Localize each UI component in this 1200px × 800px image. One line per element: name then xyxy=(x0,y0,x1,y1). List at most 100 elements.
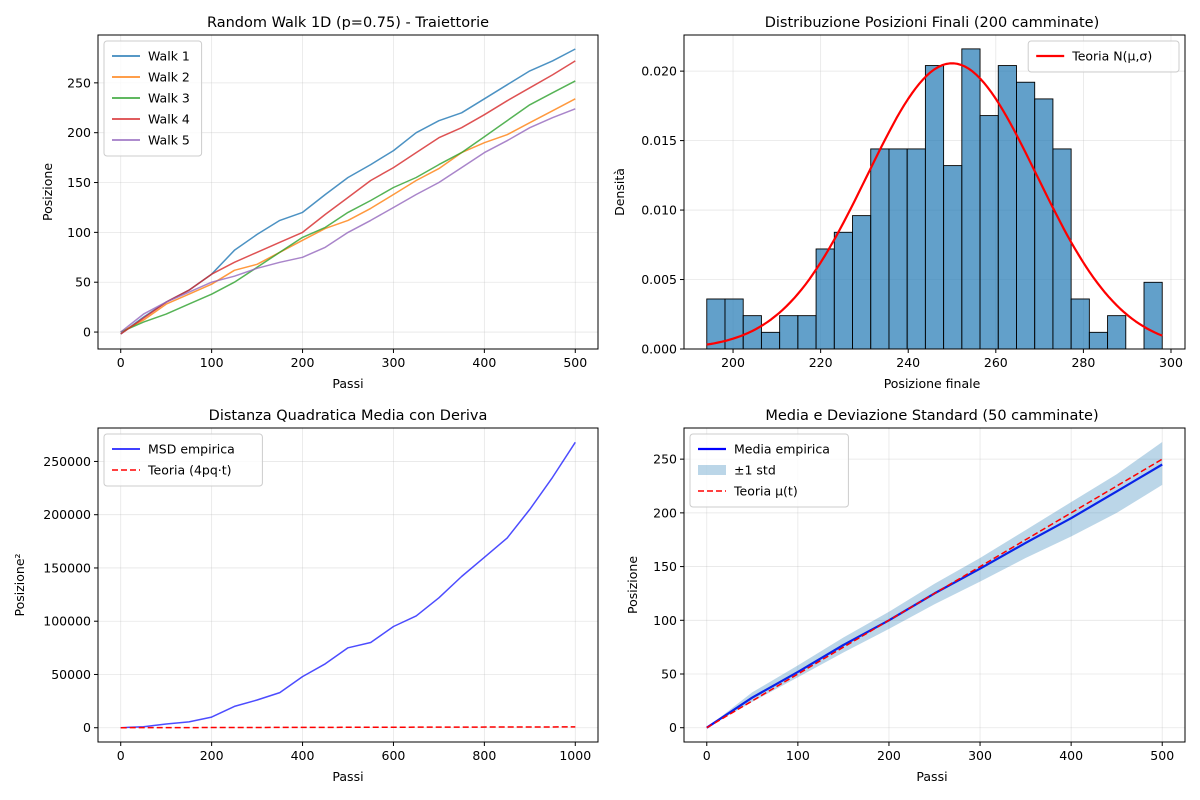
histogram-bar xyxy=(906,148,926,349)
y-tick-label: 150 xyxy=(67,175,91,190)
series-line xyxy=(120,80,576,333)
x-tick-label: 200 xyxy=(291,355,315,370)
plot-area: 0 100 200 300 400 500 0 50 100 150 200 250 Media emp… xyxy=(653,427,1186,763)
histogram-bar xyxy=(943,165,963,349)
histogram-bar xyxy=(924,65,945,349)
x-tick-label: 400 xyxy=(472,355,496,370)
legend-label: Media empirica xyxy=(734,442,830,457)
histogram-bar xyxy=(1070,298,1090,349)
histogram-bar xyxy=(760,331,781,349)
series-line xyxy=(120,108,576,333)
y-tick-label: 50 xyxy=(75,275,91,290)
x-axis-label: Passi xyxy=(332,376,363,391)
histogram-bar xyxy=(833,231,853,349)
chart-title: Media e Deviazione Standard (50 camminat… xyxy=(765,408,1098,424)
x-tick-label: 100 xyxy=(200,355,224,370)
y-tick-label: 0 xyxy=(83,325,91,340)
legend-swatch xyxy=(698,465,726,475)
y-tick-label: 150000 xyxy=(43,560,91,575)
legend: MSD empirica Teoria (4pq·t) xyxy=(103,433,263,487)
series-line xyxy=(706,458,1163,729)
axes-frame xyxy=(683,427,1186,743)
y-tick-label: 0.000 xyxy=(641,342,677,357)
legend-box xyxy=(103,433,263,487)
subplot-msd: Distanza Quadratica Media con Deriva Pas… xyxy=(12,408,599,784)
y-tick-label: 0 xyxy=(669,720,677,735)
y-tick-label: 250 xyxy=(653,452,677,467)
legend-box xyxy=(1027,40,1180,73)
x-tick-label: 800 xyxy=(472,748,496,763)
x-tick-label: 260 xyxy=(984,355,1008,370)
x-axis-label: Passi xyxy=(332,769,363,784)
histogram-bar xyxy=(961,48,981,349)
chart-title: Random Walk 1D (p=0.75) - Traiettorie xyxy=(207,15,489,31)
x-tick-label: 400 xyxy=(291,748,315,763)
y-tick-label: 250 xyxy=(67,75,91,90)
y-tick-label: 250000 xyxy=(43,454,91,469)
histogram-bar xyxy=(1052,148,1072,349)
axes-frame xyxy=(97,34,599,350)
x-axis-label: Passi xyxy=(916,769,947,784)
x-tick-label: 100 xyxy=(786,748,810,763)
x-tick-label: 200 xyxy=(200,748,224,763)
x-tick-label: 500 xyxy=(563,355,587,370)
legend-box xyxy=(103,40,203,157)
y-tick-label: 0.005 xyxy=(641,272,677,287)
x-tick-label: 0 xyxy=(117,355,125,370)
y-axis-label: Posizione xyxy=(625,556,640,614)
histogram-bar xyxy=(1088,331,1109,349)
legend-label: Walk 4 xyxy=(148,112,190,127)
y-tick-label: 50000 xyxy=(51,667,91,682)
y-tick-label: 200 xyxy=(653,505,677,520)
subplot-trajectories: Random Walk 1D (p=0.75) - Traiettorie Pa… xyxy=(40,15,599,391)
y-tick-label: 100 xyxy=(67,225,91,240)
y-tick-label: 50 xyxy=(661,667,677,682)
x-tick-label: 200 xyxy=(721,355,745,370)
histogram-bar xyxy=(742,315,762,349)
x-tick-label: 200 xyxy=(877,748,901,763)
y-tick-label: 200 xyxy=(67,125,91,140)
legend-label: ±1 std xyxy=(734,463,776,478)
y-tick-label: 0 xyxy=(83,720,91,735)
histogram-bar xyxy=(1016,81,1036,349)
x-tick-label: 300 xyxy=(1159,355,1183,370)
x-tick-label: 0 xyxy=(117,748,125,763)
subplot-histogram: Distribuzione Posizioni Finali (200 camm… xyxy=(612,15,1186,391)
series-line xyxy=(120,98,576,333)
histogram-bar xyxy=(1034,98,1054,349)
y-axis-label: Posizione xyxy=(40,163,55,221)
histogram-bar xyxy=(870,148,890,349)
x-axis-label: Posizione finale xyxy=(884,376,981,391)
x-tick-label: 0 xyxy=(703,748,711,763)
legend-label: Teoria (4pq·t) xyxy=(147,463,232,478)
y-tick-label: 0.015 xyxy=(641,133,677,148)
legend-label: MSD empirica xyxy=(148,442,235,457)
x-tick-label: 300 xyxy=(968,748,992,763)
legend-label: Teoria μ(t) xyxy=(733,484,798,499)
series-line xyxy=(120,726,576,729)
x-tick-label: 400 xyxy=(1059,748,1083,763)
plot-area: 200 220 240 260 280 300 0.000 0.005 0.010 0.015 0.… xyxy=(641,34,1186,370)
x-tick-label: 300 xyxy=(382,355,406,370)
histogram-bar xyxy=(979,115,999,349)
series-line xyxy=(120,441,576,729)
x-tick-label: 280 xyxy=(1071,355,1095,370)
axes-frame xyxy=(683,34,1186,350)
axes-frame xyxy=(97,427,599,743)
histogram-bar xyxy=(779,315,799,349)
y-tick-label: 100000 xyxy=(43,614,91,629)
histogram-bar xyxy=(1143,281,1163,349)
x-tick-label: 500 xyxy=(1150,748,1174,763)
y-tick-label: 0.020 xyxy=(641,64,677,79)
legend: Media empirica ±1 std Teoria μ(t) xyxy=(689,433,849,508)
y-axis-label: Posizione² xyxy=(12,553,27,616)
histogram-bar xyxy=(888,148,908,349)
legend: Walk 1 Walk 2 Walk 3 Walk 4 Walk 5 xyxy=(103,40,203,157)
legend-label: Walk 2 xyxy=(148,70,190,85)
series-line xyxy=(120,60,576,335)
histogram-bar xyxy=(1107,315,1127,349)
x-tick-label: 220 xyxy=(809,355,833,370)
x-tick-label: 1000 xyxy=(559,748,591,763)
legend-label: Walk 1 xyxy=(148,49,190,64)
legend-label: Teoria N(μ,σ) xyxy=(1071,49,1152,64)
